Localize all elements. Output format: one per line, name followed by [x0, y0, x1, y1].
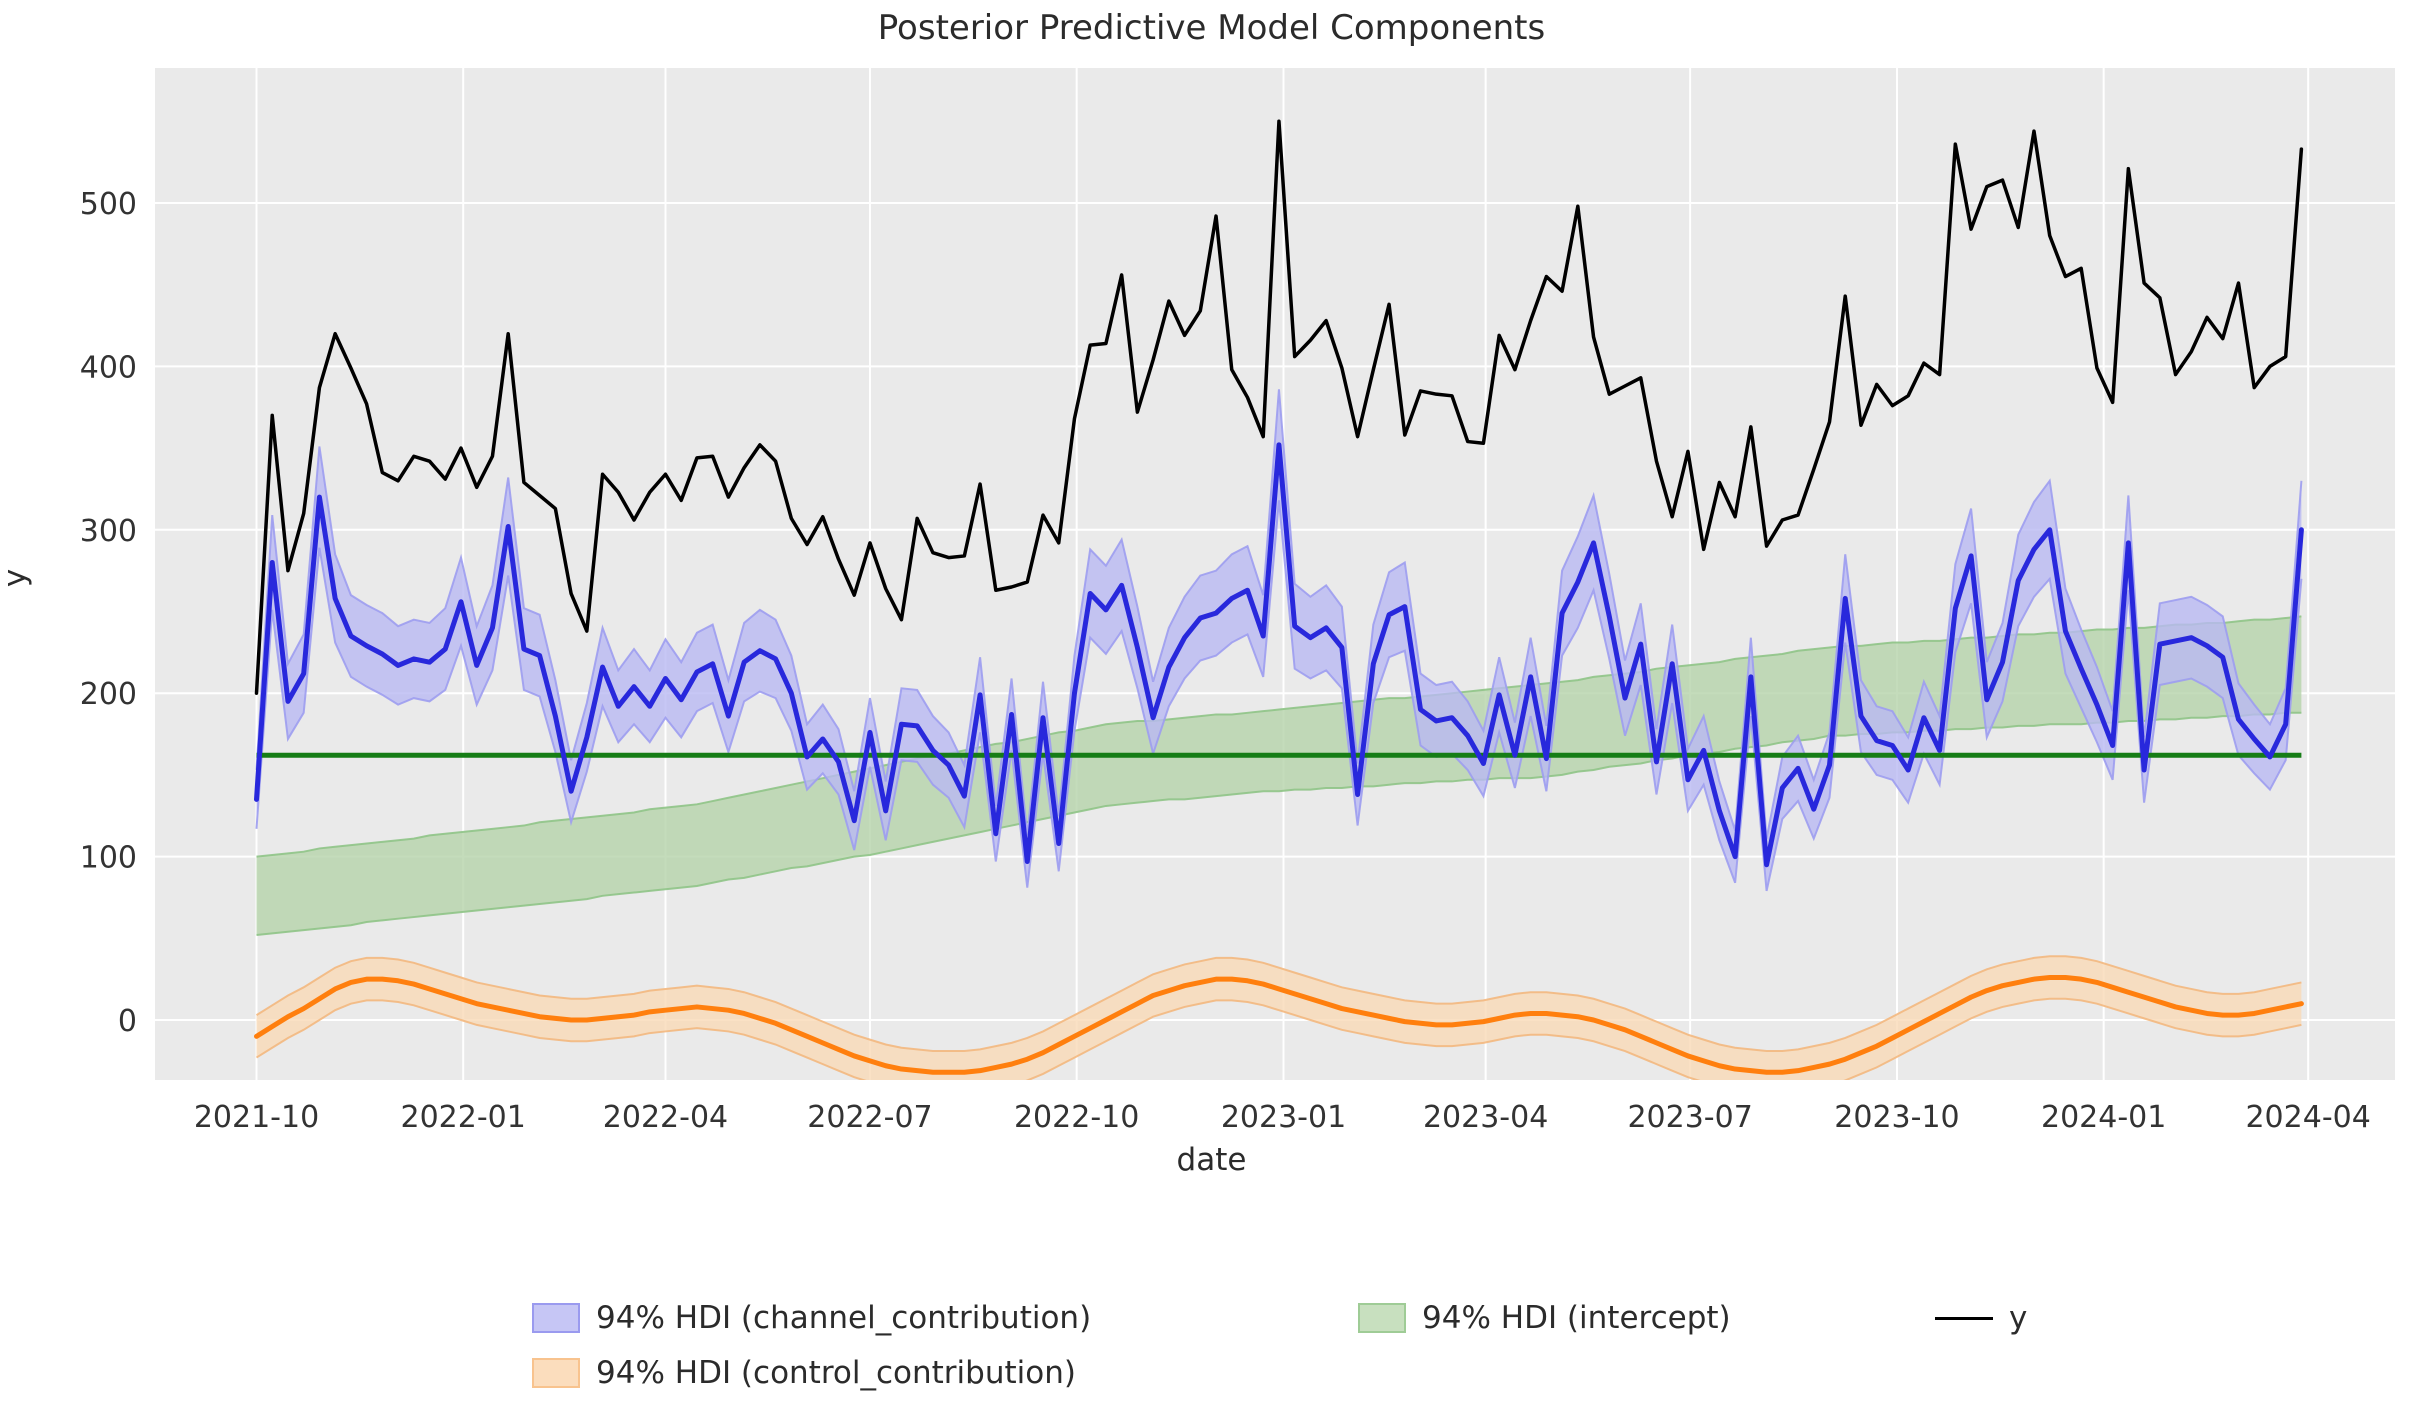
control-contribution-line — [254, 975, 2304, 1075]
x-tick-label: 2022-07 — [807, 1100, 932, 1135]
control-contribution-hdi-band — [256, 956, 2302, 1080]
y-tick-label: 500 — [80, 187, 137, 222]
y-tick-label: 100 — [80, 841, 137, 876]
channel-contribution-line — [254, 442, 2304, 868]
x-tick-label: 2023-04 — [1423, 1100, 1548, 1135]
x-tick-label: 2023-01 — [1221, 1100, 1346, 1135]
intercept-hdi-band-lower-edge — [256, 711, 2302, 937]
channel-contribution-hdi-band-upper-edge — [255, 389, 2303, 839]
y-axis-label: y — [0, 568, 34, 588]
chart-title: Posterior Predictive Model Components — [877, 8, 1546, 48]
x-tick-label: 2022-10 — [1014, 1100, 1139, 1135]
y-tick-label: 200 — [80, 677, 137, 712]
x-tick-label: 2024-01 — [2041, 1100, 2166, 1135]
control-contribution-hdi-band-upper-edge — [255, 955, 2302, 1053]
x-tick-label: 2023-10 — [1834, 1100, 1959, 1135]
x-tick-label: 2022-04 — [603, 1100, 728, 1135]
x-axis-label: date — [1176, 1142, 1247, 1178]
x-tick-label: 2021-10 — [194, 1100, 319, 1135]
series-group — [254, 119, 2304, 1080]
x-tick-label: 2022-01 — [401, 1100, 526, 1135]
control-contribution-hdi-band-lower-edge — [255, 997, 2302, 1080]
y-observed-line — [254, 119, 2304, 695]
channel-contribution-hdi-band — [256, 389, 2302, 891]
y-tick-label: 400 — [80, 350, 137, 385]
channel-contribution-hdi-band-lower-edge — [255, 500, 2303, 892]
y-tick-label: 300 — [80, 514, 137, 549]
intercept-hdi-band — [256, 616, 2302, 936]
y-tick-label: 0 — [118, 1004, 137, 1039]
x-tick-label: 2024-04 — [2245, 1100, 2370, 1135]
x-tick-label: 2023-07 — [1627, 1100, 1752, 1135]
